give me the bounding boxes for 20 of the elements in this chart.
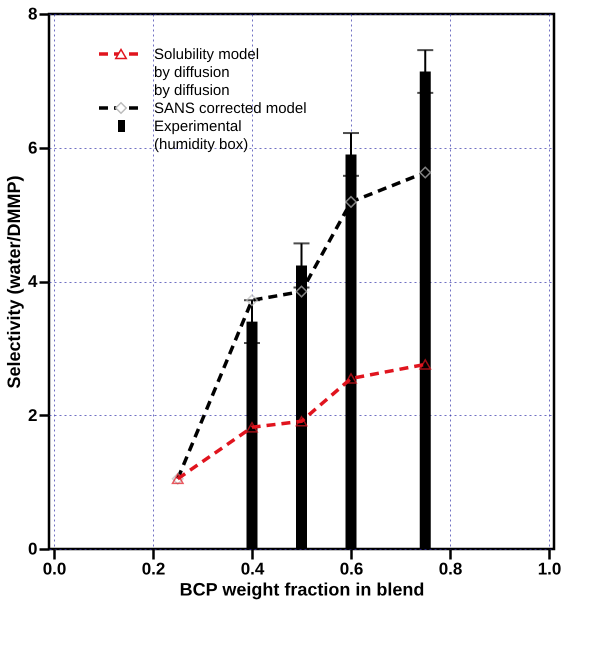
y-tick-label: 8 <box>28 4 38 24</box>
x-tick-label: 1.0 <box>538 560 562 578</box>
y-tick-label: 6 <box>28 138 38 158</box>
x-tick-label: 0.6 <box>340 560 364 578</box>
x-tick-label: 0.8 <box>438 560 462 578</box>
y-tick-label: 0 <box>28 540 38 558</box>
y-tick-label: 4 <box>28 272 38 291</box>
legend-label: Experimental (humidity box) <box>154 118 248 153</box>
legend-label: Solubility model by diffusion by diffusion <box>154 46 260 99</box>
y-tick-label: 2 <box>28 406 38 425</box>
point <box>246 422 258 433</box>
x-tick-label: 0.0 <box>42 560 66 578</box>
point <box>419 359 432 370</box>
point <box>345 373 357 384</box>
x-tick-label: 0.2 <box>142 560 166 578</box>
y-axis-title: Selectivity (water/DMMP) <box>4 175 24 389</box>
legend-label: SANS corrected model <box>154 100 307 117</box>
x-tick-label: 0.4 <box>240 560 265 578</box>
point <box>296 416 308 427</box>
x-axis-title: BCP weight fraction in blend <box>180 580 424 600</box>
